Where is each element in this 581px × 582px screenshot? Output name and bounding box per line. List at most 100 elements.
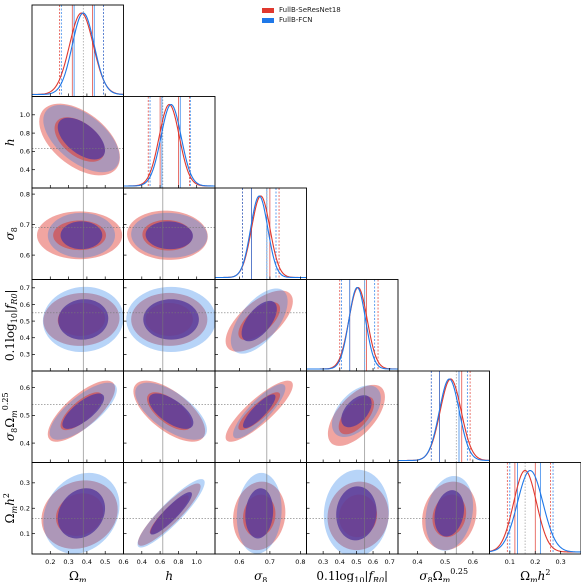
- marginal-curve-blue: [123, 103, 215, 187]
- contour-blue-68: [245, 488, 274, 539]
- contour-blue-68: [341, 395, 372, 428]
- contour-blue-68: [148, 393, 194, 429]
- contour-panel: [306, 371, 398, 463]
- y-tick-label: 0.3: [20, 479, 30, 487]
- y-tick-label: 0.6: [20, 148, 30, 156]
- axis-label-part: 8: [10, 428, 19, 433]
- contour-blue-68: [145, 221, 193, 250]
- x-tick-label: 0.3: [555, 558, 565, 566]
- y-tick-label: 0.4: [20, 334, 30, 342]
- axis-label-part: |: [3, 289, 17, 293]
- axis-label-part: 2: [2, 493, 11, 498]
- axis-label-part: R0: [372, 576, 384, 582]
- axis-label-part: m: [10, 505, 19, 513]
- axis-label-part: m: [530, 576, 538, 582]
- axis-label-part: Ω: [3, 513, 17, 523]
- legend-label: FullB-FCN: [279, 16, 313, 24]
- x-tick-label: 0.6: [118, 558, 128, 566]
- axis-label-part: f: [367, 569, 375, 582]
- x-tick-label: 0.5: [351, 558, 361, 566]
- axis-label-part: 2: [545, 568, 550, 577]
- axis-label: h: [3, 138, 17, 146]
- axis-label-part: σ: [419, 569, 428, 582]
- axis-label: 0.1log10|fR0|: [3, 289, 19, 361]
- x-tick-label: 0.3: [318, 558, 328, 566]
- x-tick-label: 0.7: [265, 558, 275, 566]
- legend-swatch-blue: [262, 17, 274, 23]
- contour-panel: [215, 279, 307, 371]
- axis-label-part: h: [538, 569, 546, 582]
- legend-label: FullB-SeResNet18: [279, 6, 341, 14]
- y-tick-label: 0.5: [20, 317, 30, 325]
- marginal-panel: [32, 5, 124, 97]
- contour-blue-68: [434, 490, 465, 537]
- axis-label-part: Ω: [520, 569, 530, 582]
- contour-blue-68: [57, 488, 106, 539]
- panel-background: [306, 279, 398, 371]
- axis-label: σ8Ωm0.25: [1, 392, 19, 441]
- y-tick-label: 0.6: [20, 384, 30, 392]
- panel-background: [123, 96, 215, 188]
- y-tick-label: 0.6: [20, 301, 30, 309]
- x-tick-label: 0.6: [468, 558, 478, 566]
- x-tick-label: 0.7: [385, 558, 395, 566]
- x-tick-label: 0.1: [505, 558, 515, 566]
- contour-blue-68: [241, 300, 277, 342]
- axis-label: h: [165, 569, 173, 582]
- x-tick-label: 0.5: [440, 558, 450, 566]
- axis-label-part: 10: [10, 313, 19, 323]
- axis-label-part: Ω: [69, 569, 79, 582]
- marginal-panel: [215, 188, 307, 280]
- axis-label-part: R0: [10, 293, 19, 305]
- x-tick-label: 0.6: [368, 558, 378, 566]
- axis-label-part: Ω: [433, 569, 443, 582]
- marginal-panel: [306, 279, 398, 371]
- axis-label-part: m: [443, 576, 451, 582]
- marginal-curve-blue: [32, 12, 124, 96]
- contour-blue-68: [150, 492, 192, 535]
- legend-entry: FullB-FCN: [262, 15, 341, 25]
- marginal-curve-red: [489, 469, 581, 553]
- panel-background: [215, 188, 307, 280]
- contour-blue-68: [57, 117, 106, 160]
- axis-label-part: f: [3, 302, 17, 310]
- axis-label-part: |: [364, 569, 368, 582]
- y-tick-label: 0.6: [20, 251, 30, 259]
- contour-panel: [215, 371, 307, 463]
- x-tick-label: 0.5: [100, 558, 110, 566]
- contour-panel: [123, 188, 215, 280]
- marginal-curve-blue: [398, 378, 490, 462]
- axis-label-part: 8: [428, 576, 433, 582]
- legend-swatch-red: [262, 7, 274, 13]
- x-tick-label: 0.4: [137, 558, 147, 566]
- x-tick-label: 0.4: [412, 558, 422, 566]
- axis-label-part: 0.1log: [316, 569, 354, 582]
- axis-label-part: |: [384, 569, 388, 582]
- panel-background: [398, 371, 490, 463]
- contour-blue-68: [143, 299, 199, 340]
- axis-label: Ωm: [69, 569, 87, 582]
- axis-label-part: 0.1log: [3, 323, 17, 361]
- legend-entry: FullB-SeResNet18: [262, 5, 341, 15]
- marginal-curve-blue: [215, 195, 307, 279]
- axis-label-part: 0.25: [1, 392, 10, 410]
- marginal-panel: [123, 96, 215, 188]
- y-tick-label: 0.4: [20, 166, 30, 174]
- marginal-panel: [489, 462, 581, 554]
- legend: FullB-SeResNet18 FullB-FCN: [262, 5, 341, 25]
- contour-panel: [306, 462, 398, 554]
- x-tick-label: 0.2: [530, 558, 540, 566]
- x-tick-label: 0.8: [295, 558, 305, 566]
- contour-panel: [32, 279, 124, 371]
- x-tick-label: 1.0: [192, 558, 202, 566]
- axis-label-part: h: [3, 138, 17, 146]
- axis-label: σ8: [3, 227, 19, 240]
- axis-label-part: 8: [10, 227, 19, 232]
- x-tick-label: 0.6: [155, 558, 165, 566]
- y-tick-label: 0.5: [20, 412, 30, 420]
- axis-label-part: Ω: [3, 418, 17, 428]
- contour-panel: [32, 188, 124, 280]
- y-tick-label: 1.0: [20, 111, 30, 119]
- x-tick-label: 0.3: [63, 558, 73, 566]
